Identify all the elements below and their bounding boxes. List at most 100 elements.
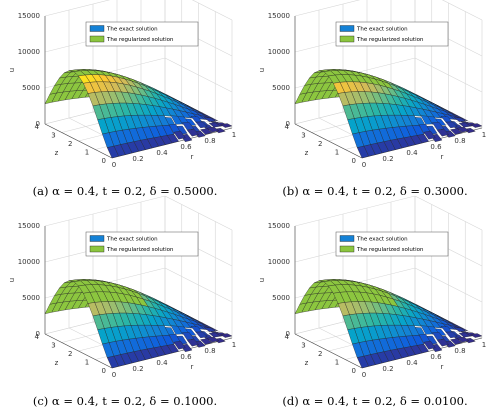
z-tick-label: 0 xyxy=(352,367,356,375)
surface-patch xyxy=(220,123,233,128)
legend-label: The regularized solution xyxy=(356,247,424,253)
r-tick-label: 0 xyxy=(362,371,366,379)
caption: (c) α = 0.4, t = 0.2, δ = 0.1000. xyxy=(33,394,217,408)
u-tick-label: 5000 xyxy=(22,294,40,302)
r-tick-label: 0.2 xyxy=(132,155,143,163)
u-tick-label: 10000 xyxy=(268,258,290,266)
legend-box xyxy=(85,21,199,47)
surface-patch xyxy=(106,355,119,369)
surface-patch xyxy=(470,123,483,128)
surface-patch xyxy=(356,355,369,369)
u-axis-label: u xyxy=(258,68,266,72)
surface-patch xyxy=(200,338,213,345)
surface-patch xyxy=(420,115,433,125)
surface-patch xyxy=(195,331,208,339)
legend-label: The regularized solution xyxy=(106,247,174,253)
u-tick-label: 0 xyxy=(286,330,290,338)
legend-box xyxy=(85,231,199,257)
surface-patch xyxy=(186,338,200,347)
subfigure: 0 5000 10000 15000 0 0.2 0.4 0.6 0.8 1 0 1 2 3 4 u r z The… xyxy=(258,0,486,198)
legend-swatch xyxy=(89,35,105,43)
surface-patch xyxy=(450,128,463,135)
surface-patch xyxy=(195,121,208,129)
surface-patch xyxy=(173,130,186,140)
surface-patch xyxy=(445,331,458,339)
subfigure: 0 5000 10000 15000 0 0.2 0.4 0.6 0.8 1 0 1 2 3 4 u r z The… xyxy=(8,195,236,408)
r-tick-label: 0.4 xyxy=(156,359,168,367)
z-axis-label: z xyxy=(55,149,59,157)
surface-patch xyxy=(450,338,463,345)
z-tick-label: 0 xyxy=(102,157,106,165)
u-tick-label: 5000 xyxy=(272,294,290,302)
r-tick-label: 1 xyxy=(482,131,486,139)
axis-line xyxy=(294,333,363,369)
legend-swatch xyxy=(339,25,355,32)
legend-label: The exact solution xyxy=(106,237,158,243)
u-axis-label: u xyxy=(258,278,266,282)
u-tick-label: 5000 xyxy=(22,84,40,92)
u-tick-label: 10000 xyxy=(268,48,290,56)
surface-patch xyxy=(173,340,186,350)
legend-label: The exact solution xyxy=(356,237,408,243)
r-tick-label: 0.4 xyxy=(406,149,418,157)
legend-label: The regularized solution xyxy=(356,37,424,43)
z-tick-label: 1 xyxy=(85,149,89,157)
wall-grid-line xyxy=(44,0,111,17)
u-tick-label: 5000 xyxy=(272,84,290,92)
legend-box xyxy=(335,21,449,47)
r-tick-label: 0.8 xyxy=(454,347,465,355)
r-tick-label: 0.8 xyxy=(204,347,215,355)
surface-patch xyxy=(456,126,470,133)
u-tick-label: 15000 xyxy=(18,12,40,20)
subfigure: 0 5000 10000 15000 0 0.2 0.4 0.6 0.8 1 0 1 2 3 4 u r z The… xyxy=(8,0,236,198)
z-tick-label: 3 xyxy=(51,342,55,350)
r-tick-label: 0.8 xyxy=(454,137,465,145)
surface-patch xyxy=(356,145,369,159)
surface-patch xyxy=(445,121,458,129)
u-tick-label: 15000 xyxy=(18,222,40,230)
surface-patch xyxy=(182,122,195,131)
caption: (d) α = 0.4, t = 0.2, δ = 0.0100. xyxy=(282,394,467,408)
surface-patch xyxy=(436,338,450,347)
r-tick-label: 1 xyxy=(232,341,236,349)
r-tick-label: 1 xyxy=(482,341,486,349)
r-tick-label: 1 xyxy=(232,131,236,139)
surface-patch xyxy=(200,128,213,135)
axis-line xyxy=(44,333,113,369)
z-tick-label: 4 xyxy=(35,123,40,131)
r-tick-label: 0.2 xyxy=(382,155,393,163)
surface-patch xyxy=(458,122,471,128)
z-tick-label: 1 xyxy=(335,149,339,157)
axis-line xyxy=(294,123,363,159)
u-tick-label: 0 xyxy=(36,330,40,338)
r-tick-label: 0.4 xyxy=(156,149,168,157)
z-tick-label: 4 xyxy=(35,333,40,341)
legend-swatch xyxy=(89,245,105,253)
z-tick-label: 0 xyxy=(352,157,356,165)
z-tick-label: 4 xyxy=(285,123,290,131)
u-tick-label: 0 xyxy=(36,120,40,128)
surface-patch xyxy=(453,327,467,332)
surface-patch xyxy=(106,145,119,159)
u-tick-label: 10000 xyxy=(18,48,40,56)
legend-swatch xyxy=(339,235,355,242)
surface-patch xyxy=(423,130,436,140)
surface-patch xyxy=(208,122,221,128)
z-axis-label: z xyxy=(305,149,309,157)
surface-patch xyxy=(220,333,233,338)
r-axis-label: r xyxy=(441,153,444,161)
axis-line xyxy=(44,123,113,159)
r-tick-label: 0.2 xyxy=(382,365,393,373)
surface-patch xyxy=(182,332,195,341)
r-tick-label: 0.6 xyxy=(180,353,192,361)
u-tick-label: 15000 xyxy=(268,12,290,20)
u-axis-label: u xyxy=(8,68,16,72)
surface-patch xyxy=(186,128,200,137)
z-tick-label: 2 xyxy=(318,350,322,358)
surface-patch xyxy=(470,333,483,338)
z-axis-label: z xyxy=(55,359,59,367)
surface-patch xyxy=(203,117,217,122)
r-tick-label: 0.8 xyxy=(204,137,215,145)
